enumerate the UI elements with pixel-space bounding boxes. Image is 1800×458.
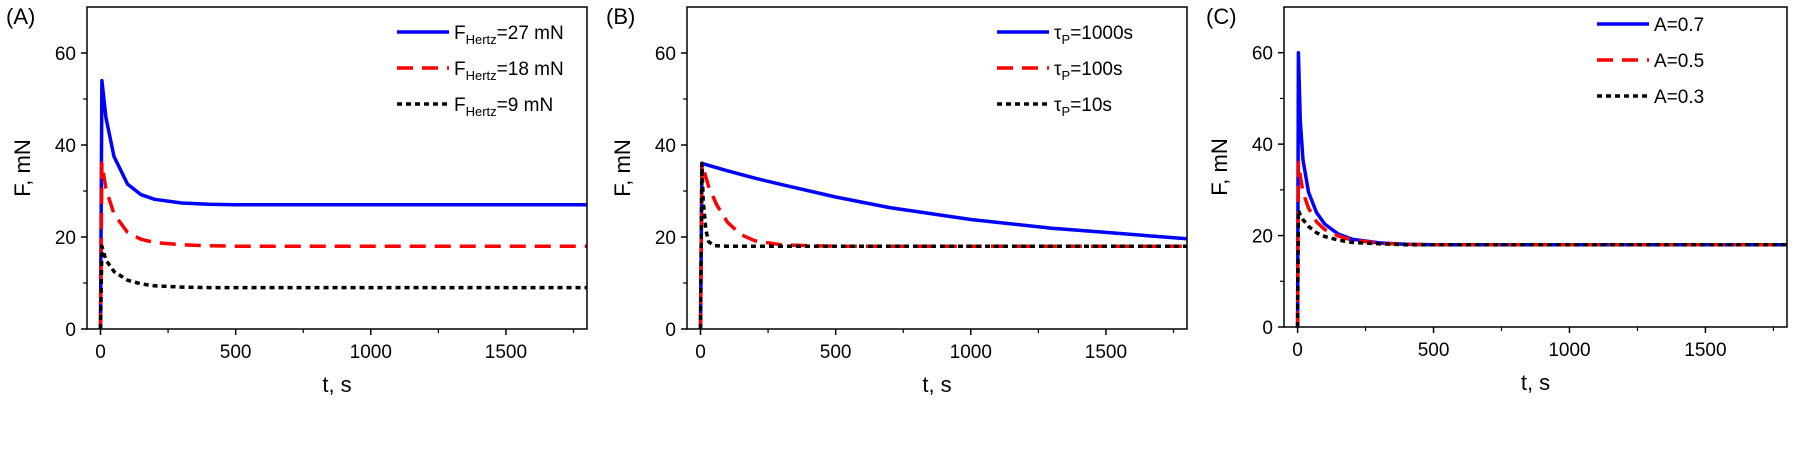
y-tick-label: 40 (655, 136, 676, 157)
x-tick-label: 1000 (1548, 340, 1590, 361)
x-axis-title: t, s (1521, 370, 1550, 395)
y-tick-label: 20 (55, 228, 76, 249)
y-tick-label: 0 (665, 320, 676, 341)
series-line-1 (698, 161, 1187, 329)
series-line-2 (698, 161, 1187, 329)
series-line-1 (98, 78, 587, 329)
legend-label-rest: =27 mN (497, 23, 564, 44)
series-group (1295, 50, 1787, 327)
panel-label-c: (C) (1206, 4, 1237, 29)
chart-panel-b: 0 500 1000 1500 0 20 40 60 t, s F, mN τP=1000s τP=1… (600, 0, 1200, 458)
legend-label-main: τ (1054, 23, 1062, 44)
y-axis-title: F, mN (10, 139, 35, 196)
series-group (98, 78, 587, 329)
chart-panel-a: 0 500 1000 1500 0 20 40 60 t, s F, mN FHertz=27 mN… (0, 0, 600, 458)
legend-label-rest: =100s (1070, 59, 1122, 80)
panel-label-a: (A) (6, 4, 36, 29)
legend-label-2: FHertz=18 mN (454, 59, 564, 83)
legend-label-subscript: P (1062, 68, 1071, 83)
legend-label-rest: =18 mN (497, 59, 564, 80)
series-line-3 (1295, 208, 1787, 327)
y-axis-title: F, mN (610, 139, 635, 196)
legend-label-subscript: Hertz (466, 68, 497, 83)
y-tick-label: 60 (1252, 44, 1273, 65)
series-line-1 (1295, 50, 1787, 327)
legend-label-main: F (454, 95, 466, 116)
y-tick-label: 60 (55, 44, 76, 65)
legend-label-2: A=0.5 (1654, 51, 1704, 72)
x-tick-label: 1000 (950, 342, 992, 363)
y-tick-label: 40 (55, 136, 76, 157)
legend-label-main: A=0.7 (1654, 15, 1704, 36)
x-tick-label: 0 (95, 342, 106, 363)
y-tick-label: 20 (655, 228, 676, 249)
x-tick-label: 500 (820, 342, 852, 363)
chart-panel-c: 0 500 1000 1500 0 20 40 60 t, s F, mN A=0.7 A=0.5 A=… (1200, 0, 1800, 458)
panel-label-b: (B) (606, 4, 636, 29)
legend-label-main: A=0.5 (1654, 51, 1704, 72)
y-tick-label: 0 (1262, 318, 1273, 339)
legend-label-1: FHertz=27 mN (454, 23, 564, 47)
legend-label-2: τP=100s (1054, 59, 1122, 83)
legend-label-main: A=0.3 (1654, 87, 1704, 108)
legend-label-subscript: Hertz (466, 104, 497, 119)
y-tick-label: 60 (655, 44, 676, 65)
series-line-3 (698, 161, 1187, 329)
legend-label-subscript: P (1062, 32, 1071, 47)
x-tick-label: 500 (1418, 340, 1450, 361)
legend-label-rest: =10s (1070, 95, 1112, 116)
plot-frame (1283, 6, 1788, 328)
legend-label-main: F (454, 59, 466, 80)
x-tick-label: 1500 (485, 342, 527, 363)
legend-label-rest: =1000s (1070, 23, 1133, 44)
legend-label-main: τ (1054, 59, 1062, 80)
x-tick-label: 1000 (350, 342, 392, 363)
x-axis-title: t, s (922, 372, 951, 397)
legend-label-1: τP=1000s (1054, 23, 1133, 47)
legend-label-rest: =9 mN (497, 95, 554, 116)
legend-label-main: F (454, 23, 466, 44)
legend-label-3: FHertz=9 mN (454, 95, 553, 119)
legend-label-subscript: P (1062, 104, 1071, 119)
y-tick-label: 40 (1252, 135, 1273, 156)
x-tick-label: 500 (220, 342, 252, 363)
x-tick-label: 0 (695, 342, 706, 363)
x-tick-label: 1500 (1684, 340, 1726, 361)
series-line-2 (1295, 160, 1787, 327)
plot-frame (686, 6, 1188, 330)
legend-label-subscript: Hertz (466, 32, 497, 47)
series-line-3 (98, 244, 587, 329)
legend-label-main: τ (1054, 95, 1062, 116)
legend-label-3: τP=10s (1054, 95, 1112, 119)
x-tick-label: 0 (1292, 340, 1303, 361)
x-axis-title: t, s (322, 372, 351, 397)
legend-label-1: A=0.7 (1654, 15, 1704, 36)
chart-c-plot: 0 500 1000 1500 0 20 40 60 t, s F, mN A=0.7 A=0.5 A=… (1207, 6, 1788, 395)
y-axis-title: F, mN (1207, 138, 1232, 195)
series-line-2 (98, 161, 587, 329)
legend-label-3: A=0.3 (1654, 87, 1704, 108)
plot-frame (86, 6, 588, 330)
x-tick-label: 1500 (1085, 342, 1127, 363)
y-tick-label: 0 (65, 320, 76, 341)
y-tick-label: 20 (1252, 227, 1273, 248)
series-group (698, 161, 1187, 329)
